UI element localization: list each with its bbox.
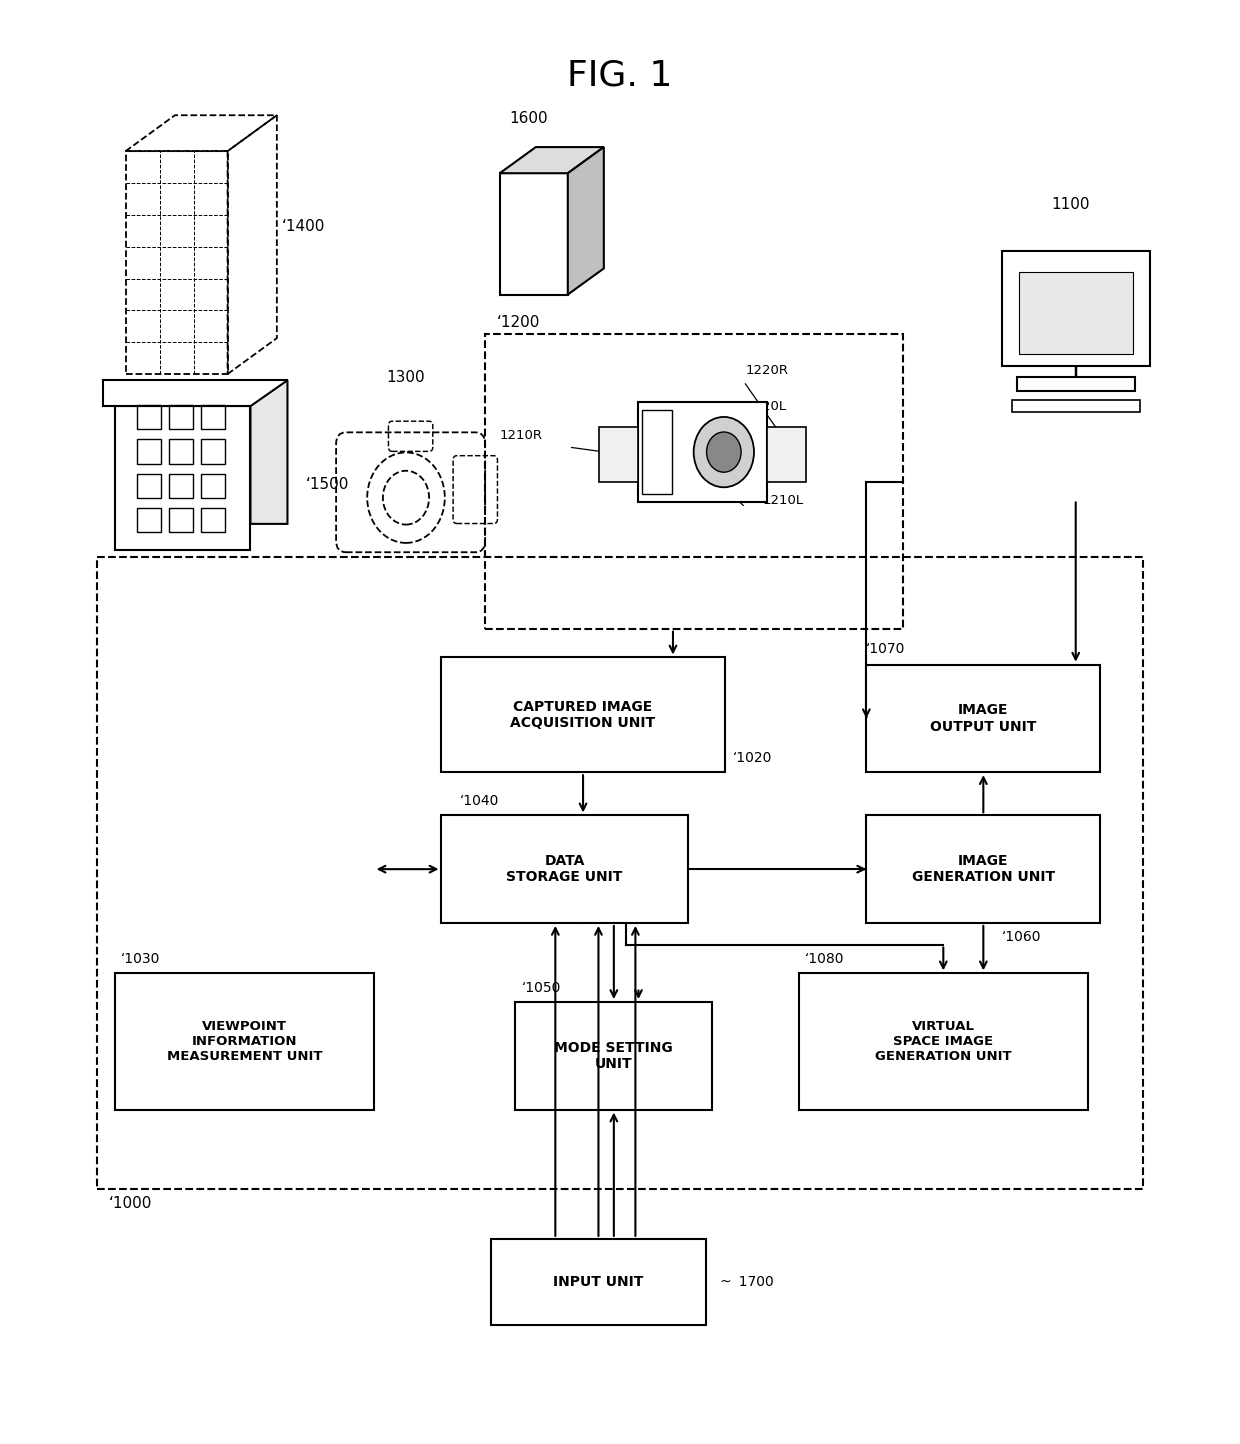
Bar xyxy=(138,508,161,533)
Text: ‘1030: ‘1030 xyxy=(122,952,160,966)
Polygon shape xyxy=(115,406,250,550)
Text: 1210R: 1210R xyxy=(500,429,543,442)
Bar xyxy=(138,474,161,498)
FancyBboxPatch shape xyxy=(441,657,724,773)
Polygon shape xyxy=(568,147,604,295)
Bar xyxy=(138,404,161,429)
Polygon shape xyxy=(500,173,568,295)
Text: ‘1000: ‘1000 xyxy=(109,1196,153,1210)
FancyBboxPatch shape xyxy=(766,427,806,482)
Text: 1100: 1100 xyxy=(1052,198,1090,212)
Text: DATA
STORAGE UNIT: DATA STORAGE UNIT xyxy=(506,853,622,884)
Circle shape xyxy=(693,417,754,487)
Text: ‘1020: ‘1020 xyxy=(733,751,773,765)
Text: CAPTURED IMAGE
ACQUISITION UNIT: CAPTURED IMAGE ACQUISITION UNIT xyxy=(511,700,656,729)
Text: FIG. 1: FIG. 1 xyxy=(568,59,672,92)
Text: ‘1080: ‘1080 xyxy=(805,952,844,966)
Text: MODE SETTING
UNIT: MODE SETTING UNIT xyxy=(554,1041,673,1071)
Bar xyxy=(201,508,224,533)
Text: ‘1060: ‘1060 xyxy=(1002,930,1042,944)
FancyBboxPatch shape xyxy=(1012,400,1140,412)
Circle shape xyxy=(707,432,742,472)
Polygon shape xyxy=(103,380,288,406)
FancyBboxPatch shape xyxy=(799,973,1087,1109)
FancyBboxPatch shape xyxy=(637,401,766,503)
Text: ‘1050: ‘1050 xyxy=(522,980,560,995)
Text: ‘1500: ‘1500 xyxy=(306,478,350,492)
FancyBboxPatch shape xyxy=(599,427,637,482)
Text: VIEWPOINT
INFORMATION
MEASUREMENT UNIT: VIEWPOINT INFORMATION MEASUREMENT UNIT xyxy=(166,1019,322,1063)
Text: ‘1040: ‘1040 xyxy=(460,794,500,809)
Text: ~ 1700: ~ 1700 xyxy=(719,1275,774,1289)
FancyBboxPatch shape xyxy=(1017,377,1135,391)
Bar xyxy=(169,439,192,464)
FancyBboxPatch shape xyxy=(642,410,672,494)
Text: 1600: 1600 xyxy=(510,111,548,126)
Polygon shape xyxy=(250,380,288,524)
FancyBboxPatch shape xyxy=(1018,271,1133,354)
Text: INPUT UNIT: INPUT UNIT xyxy=(553,1275,644,1289)
Bar xyxy=(169,474,192,498)
Polygon shape xyxy=(500,147,604,173)
FancyBboxPatch shape xyxy=(867,816,1100,923)
FancyBboxPatch shape xyxy=(1002,251,1149,365)
Text: ‘1070: ‘1070 xyxy=(867,643,905,656)
Text: IMAGE
OUTPUT UNIT: IMAGE OUTPUT UNIT xyxy=(930,703,1037,734)
FancyBboxPatch shape xyxy=(115,973,373,1109)
Text: ‘1400: ‘1400 xyxy=(281,219,325,234)
Bar xyxy=(138,439,161,464)
Text: 1300: 1300 xyxy=(386,370,424,384)
Text: IMAGE
GENERATION UNIT: IMAGE GENERATION UNIT xyxy=(911,853,1055,884)
FancyBboxPatch shape xyxy=(491,1239,707,1326)
Text: VIRTUAL
SPACE IMAGE
GENERATION UNIT: VIRTUAL SPACE IMAGE GENERATION UNIT xyxy=(875,1019,1012,1063)
FancyBboxPatch shape xyxy=(867,664,1100,773)
Bar xyxy=(201,404,224,429)
Bar xyxy=(169,508,192,533)
Bar xyxy=(169,404,192,429)
Text: 1220R: 1220R xyxy=(745,364,789,377)
Text: ‘1200: ‘1200 xyxy=(497,315,541,331)
Text: 1220L: 1220L xyxy=(745,400,786,413)
Bar xyxy=(201,474,224,498)
FancyBboxPatch shape xyxy=(441,816,688,923)
Bar xyxy=(201,439,224,464)
FancyBboxPatch shape xyxy=(516,1002,712,1109)
Text: 1210L: 1210L xyxy=(763,494,804,507)
